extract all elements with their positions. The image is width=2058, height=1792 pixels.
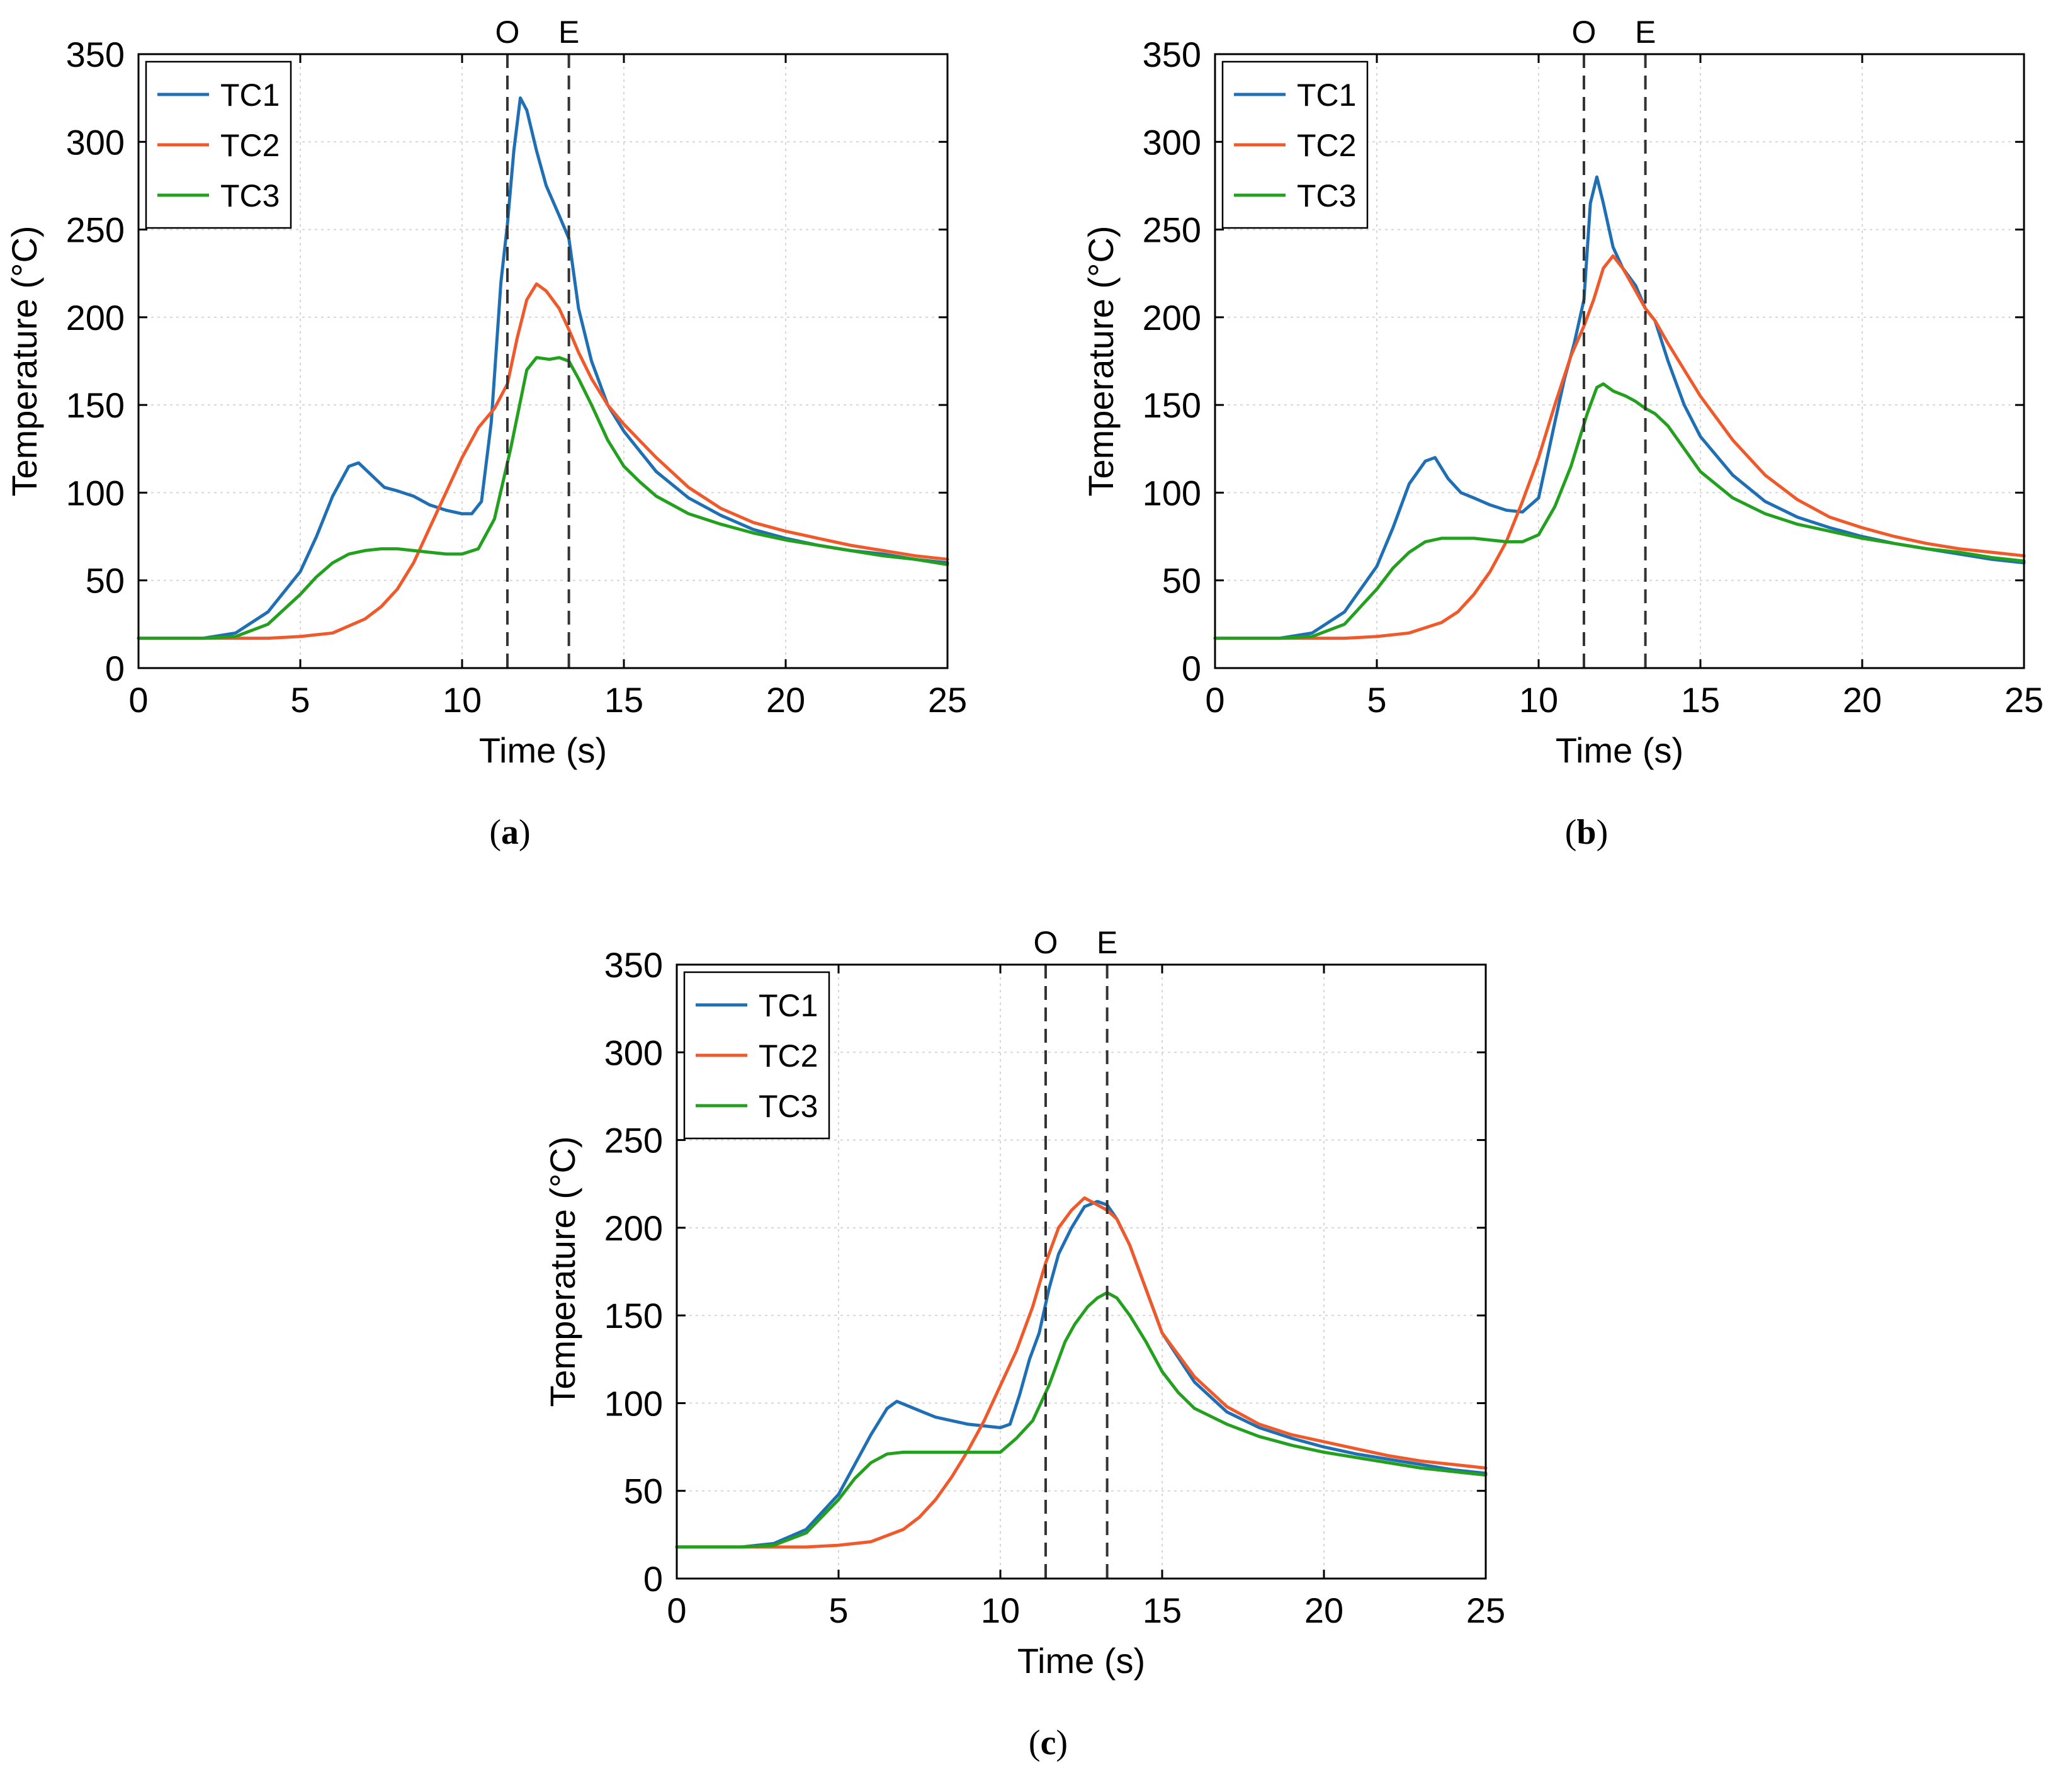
chart-b-legend-label-tc3: TC3 [1297, 178, 1356, 213]
chart-c-y-tick-label: 250 [604, 1121, 663, 1160]
chart-b-y-tick-label: 0 [1182, 649, 1201, 688]
caption-a: (a) [489, 813, 531, 852]
chart-c-legend-label-tc3: TC3 [759, 1089, 818, 1124]
chart-a-legend-label-tc2: TC2 [220, 128, 280, 163]
chart-a-y-tick-label: 350 [66, 35, 125, 74]
chart-a-x-tick-label: 20 [766, 680, 805, 720]
chart-c-y-axis-title: Temperature (°C) [543, 1136, 582, 1407]
chart-b-legend-label-tc1: TC1 [1297, 77, 1356, 113]
chart-b-series-tc1 [1213, 175, 2026, 640]
chart-c-axes-frame [676, 963, 1487, 1580]
chart-a-y-tick-label: 50 [86, 561, 125, 601]
chart-a-x-tick-label: 10 [443, 680, 482, 720]
chart-b-y-axis-title: Temperature (°C) [1081, 225, 1121, 496]
chart-c-y-tick-label: 0 [643, 1559, 663, 1599]
chart-a-x-axis-title: Time (s) [479, 730, 607, 770]
chart-b-y-tick-label: 200 [1143, 298, 1201, 337]
chart-b-series-tc2 [1213, 254, 2026, 640]
chart-a-y-tick-label: 0 [105, 649, 125, 688]
chart-c-series-tc1 [675, 1199, 1488, 1549]
chart-a-x-tick-label: 25 [928, 680, 967, 720]
chart-c-y-tick-label: 50 [624, 1472, 663, 1511]
chart-c-y-tick-label: 350 [604, 945, 663, 985]
chart-c-legend-label-tc1: TC1 [759, 988, 818, 1023]
chart-c-y-tick-label: 200 [604, 1208, 663, 1248]
chart-b-x-tick-label: 15 [1681, 680, 1720, 720]
chart-a-x-tick-label: 5 [290, 680, 310, 720]
chart-c-y-tick-label: 300 [604, 1033, 663, 1072]
chart-c-x-tick-label: 20 [1304, 1591, 1343, 1630]
chart-b-y-tick-label: 100 [1143, 473, 1201, 513]
chart-a-y-tick-label: 300 [66, 122, 125, 162]
chart-a-series-tc2 [137, 282, 949, 640]
chart-b-x-tick-label: 5 [1367, 680, 1386, 720]
chart-a-y-tick-label: 200 [66, 298, 125, 337]
chart-c-x-tick-label: 15 [1143, 1591, 1182, 1630]
chart-a-y-tick-label: 250 [66, 210, 125, 250]
chart-a-x-tick-label: 15 [604, 680, 643, 720]
caption-c: (c) [1028, 1723, 1068, 1762]
chart-a-marker-label-o: O [495, 14, 520, 50]
chart-c-marker-label-e: E [1097, 925, 1117, 960]
chart-b-series-tc3 [1213, 382, 2026, 640]
chart-a-axes-frame [137, 53, 949, 669]
chart-a-y-axis-title: Temperature (°C) [4, 225, 44, 496]
chart-a-x-tick-label: 0 [128, 680, 148, 720]
chart-b-y-tick-label: 250 [1143, 210, 1201, 250]
chart-b-y-tick-label: 350 [1143, 35, 1201, 74]
chart-a-marker-label-e: E [558, 14, 579, 50]
chart-b-x-axis-title: Time (s) [1556, 730, 1683, 770]
chart-c-x-tick-label: 5 [828, 1591, 848, 1630]
chart-b-x-tick-label: 25 [2004, 680, 2044, 720]
panel-a: O E 0 5 10 15 20 25 0 50 100 150 200 250 300 350 Time (s… [0, 0, 1020, 882]
chart-b-x-tick-label: 20 [1843, 680, 1882, 720]
chart-a-series-tc1 [137, 96, 949, 640]
chart-b-y-tick-label: 150 [1143, 385, 1201, 425]
chart-c-y-tick-label: 150 [604, 1296, 663, 1335]
chart-a-y-tick-label: 100 [66, 473, 125, 513]
chart-b-x-tick-label: 0 [1205, 680, 1224, 720]
chart-b-marker-label-o: O [1572, 14, 1597, 50]
chart-b-axes-frame [1214, 53, 2025, 669]
chart-a-y-tick-label: 150 [66, 385, 125, 425]
chart-a-series-tc3 [137, 356, 949, 640]
chart-a-legend-label-tc3: TC3 [220, 178, 280, 213]
chart-c-y-tick-label: 100 [604, 1383, 663, 1423]
chart-b-x-tick-label: 10 [1519, 680, 1558, 720]
caption-b: (b) [1564, 813, 1609, 852]
chart-c-x-tick-label: 25 [1466, 1591, 1505, 1630]
chart-a-legend-label-tc1: TC1 [220, 77, 280, 113]
chart-c-marker-label-o: O [1034, 925, 1058, 960]
chart-b-y-tick-label: 300 [1143, 122, 1201, 162]
panel-c: O E 0 5 10 15 20 25 0 50 100 150 200 250 300 350 Time (s… [538, 910, 1558, 1792]
chart-c-x-tick-label: 0 [667, 1591, 686, 1630]
chart-c-x-tick-label: 10 [981, 1591, 1020, 1630]
chart-c-x-axis-title: Time (s) [1017, 1641, 1145, 1681]
chart-c-series-tc3 [675, 1291, 1488, 1549]
panel-b: O E 0 5 10 15 20 25 0 50 100 150 200 250 300 350 Time (s… [1077, 0, 2058, 882]
chart-b-legend-label-tc2: TC2 [1297, 128, 1356, 163]
chart-b-y-tick-label: 50 [1162, 561, 1201, 601]
chart-c-series-tc2 [675, 1196, 1488, 1549]
chart-b-marker-label-e: E [1635, 14, 1656, 50]
chart-c-legend-label-tc2: TC2 [759, 1038, 818, 1074]
